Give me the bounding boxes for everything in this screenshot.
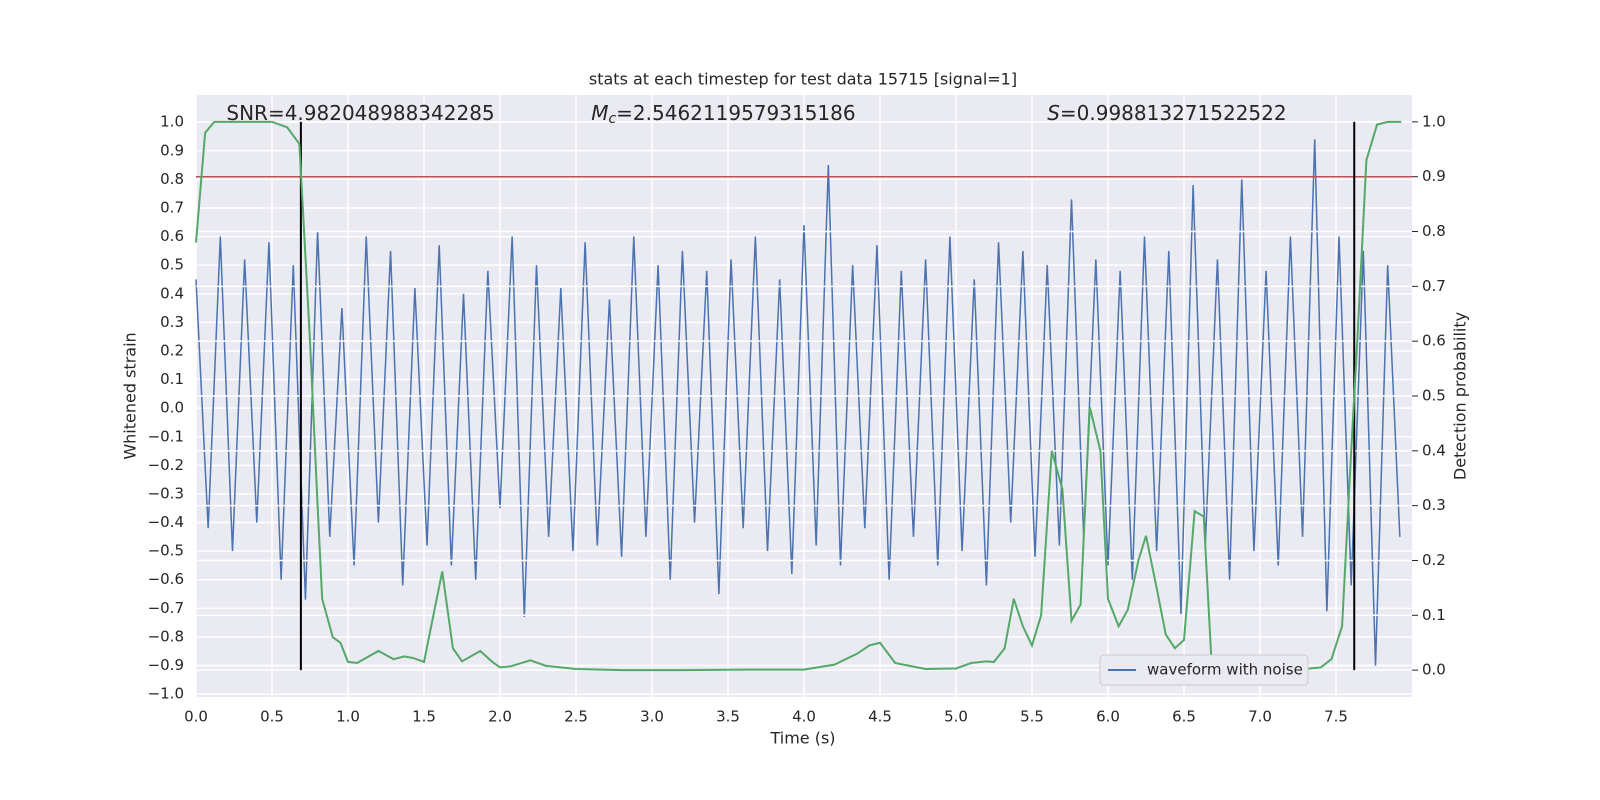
y-tick-label: 0.3 — [160, 313, 184, 331]
x-tick-label: 5.5 — [1020, 708, 1044, 726]
x-tick-label: 3.0 — [640, 708, 664, 726]
legend-box — [1099, 654, 1309, 686]
y-tick-label: −1.0 — [148, 685, 184, 703]
x-axis-label: Time (s) — [769, 729, 835, 748]
x-tick-label: 4.5 — [868, 708, 892, 726]
y-tick-label: 0.9 — [160, 141, 184, 159]
x-tick-label: 1.5 — [412, 708, 436, 726]
series-line — [195, 139, 1401, 666]
y-tick-label: −0.4 — [148, 513, 184, 531]
y2-axis-label: Detection probability — [1451, 312, 1470, 480]
annotation-text: SNR=4.982048988342285 — [226, 101, 494, 125]
y-tick-label: 0.0 — [160, 399, 184, 417]
y2-tick-label: 0.0 — [1422, 661, 1446, 679]
y2-tick-label: 0.9 — [1422, 167, 1446, 185]
x-tick-label: 1.0 — [336, 708, 360, 726]
y2-tick-label: 0.2 — [1422, 551, 1446, 569]
chart-title: stats at each timestep for test data 157… — [589, 70, 1017, 89]
x-tick-label: 7.0 — [1248, 708, 1272, 726]
y2-tick-label: 0.6 — [1422, 332, 1446, 350]
x-tick-label: 7.5 — [1324, 708, 1348, 726]
y-tick-label: −0.7 — [148, 599, 184, 617]
y2-tick-label: 0.7 — [1422, 277, 1446, 295]
y2-tick-label: 0.3 — [1422, 496, 1446, 514]
legend-label: waveform with noise — [1147, 661, 1303, 679]
y2-tick-label: 0.5 — [1422, 387, 1446, 405]
x-tick-label: 0.5 — [260, 708, 284, 726]
y-tick-label: 0.8 — [160, 170, 184, 188]
annotation: Mc=2.5462119579315186 — [591, 101, 855, 128]
x-tick-label: 6.5 — [1172, 708, 1196, 726]
x-tick-label: 2.5 — [564, 708, 588, 726]
y-tick-label: −0.8 — [148, 627, 184, 645]
annotation-text: =0.998813271522522 — [1060, 101, 1287, 125]
y-tick-label: −0.3 — [148, 484, 184, 502]
y-tick-label: −0.6 — [148, 570, 184, 588]
annotation-subscript: c — [608, 111, 616, 127]
y-tick-label: −0.5 — [148, 542, 184, 560]
y-tick-label: 0.6 — [160, 227, 184, 245]
y-tick-label: −0.1 — [148, 427, 184, 445]
x-tick-label: 4.0 — [792, 708, 816, 726]
x-tick-label: 0.0 — [184, 708, 208, 726]
y-tick-label: −0.9 — [148, 656, 184, 674]
x-tick-label: 5.0 — [944, 708, 968, 726]
annotation: SNR=4.982048988342285 — [226, 101, 494, 125]
y-tick-label: 0.1 — [160, 370, 184, 388]
y2-tick-label: 1.0 — [1422, 112, 1446, 130]
x-tick-label: 6.0 — [1096, 708, 1120, 726]
annotation-text: =2.5462119579315186 — [616, 101, 855, 125]
y-tick-label: 0.4 — [160, 284, 184, 302]
y-tick-label: −0.2 — [148, 456, 184, 474]
y-axis-label: Whitened strain — [121, 332, 140, 459]
y2-tick-label: 0.4 — [1422, 441, 1446, 459]
annotation-symbol: S — [1047, 101, 1060, 125]
y-tick-label: 1.0 — [160, 113, 184, 131]
y2-tick-label: 0.1 — [1422, 606, 1446, 624]
y-tick-label: 0.5 — [160, 256, 184, 274]
y-tick-label: 0.2 — [160, 341, 184, 359]
annotation-symbol: M — [591, 101, 608, 125]
y-tick-label: 0.7 — [160, 198, 184, 216]
x-tick-label: 2.0 — [488, 708, 512, 726]
annotation: S=0.998813271522522 — [1047, 101, 1286, 125]
y2-tick-label: 0.8 — [1422, 222, 1446, 240]
x-tick-label: 3.5 — [716, 708, 740, 726]
